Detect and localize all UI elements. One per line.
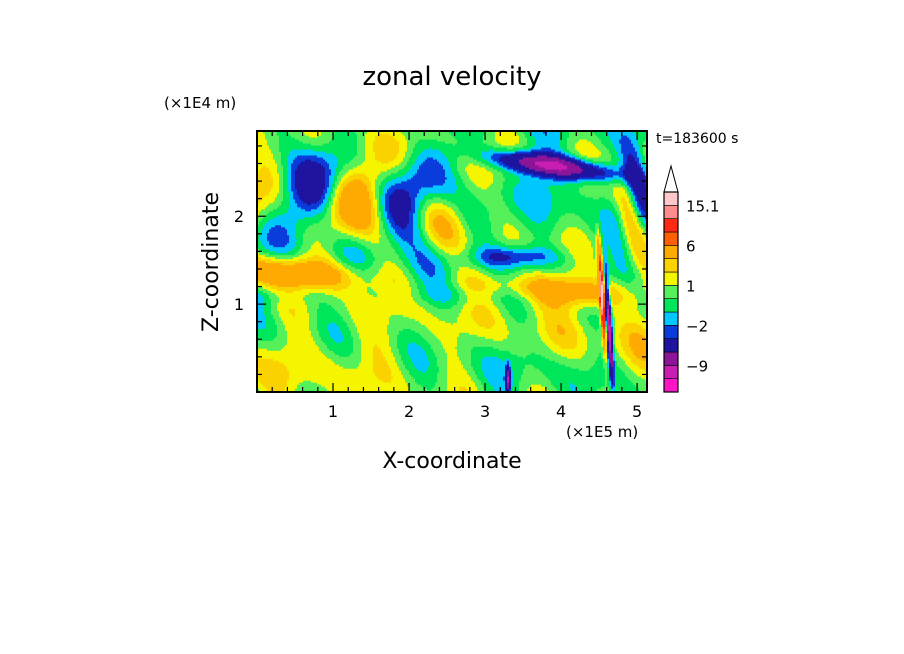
y-axis-unit: (×1E4 m) xyxy=(164,94,236,112)
y-axis-label: Z-coordinate xyxy=(199,192,224,332)
x-tick-label: 1 xyxy=(328,402,338,421)
chart-title: zonal velocity xyxy=(362,62,541,92)
colorbar-swatch xyxy=(664,205,678,218)
contour-fill xyxy=(257,131,648,393)
colorbar-swatch xyxy=(664,312,678,325)
colorbar-swatch xyxy=(664,259,678,272)
colorbar-swatch xyxy=(664,339,678,352)
x-tick-label: 3 xyxy=(480,402,490,421)
contour-plot-area xyxy=(257,131,648,393)
x-axis-unit: (×1E5 m) xyxy=(566,423,638,441)
colorbar-label: −9 xyxy=(686,357,708,375)
colorbar-swatch xyxy=(664,365,678,378)
y-tick-label: 2 xyxy=(234,207,244,226)
colorbar-swatch xyxy=(664,192,678,205)
colorbar-swatch xyxy=(664,245,678,258)
colorbar-swatch xyxy=(664,325,678,338)
y-tick-label: 1 xyxy=(234,295,244,314)
colorbar-swatch xyxy=(664,352,678,365)
colorbar-swatch xyxy=(664,299,678,312)
x-tick-label: 4 xyxy=(556,402,566,421)
colorbar: 15.1 6 1 −2 −9 xyxy=(664,166,719,392)
colorbar-label: 6 xyxy=(686,237,696,255)
colorbar-swatch xyxy=(664,272,678,285)
colorbar-extend-arrow xyxy=(664,166,678,192)
colorbar-label: 1 xyxy=(686,277,696,295)
x-axis-label: X-coordinate xyxy=(382,449,521,474)
time-label: t=183600 s xyxy=(656,131,738,147)
colorbar-swatch xyxy=(664,219,678,232)
colorbar-label: 15.1 xyxy=(686,197,719,215)
colorbar-swatch xyxy=(664,285,678,298)
colorbar-swatch xyxy=(664,232,678,245)
x-tick-label: 2 xyxy=(404,402,414,421)
colorbar-label: −2 xyxy=(686,317,708,335)
x-tick-label: 5 xyxy=(632,402,642,421)
colorbar-swatch xyxy=(664,379,678,392)
